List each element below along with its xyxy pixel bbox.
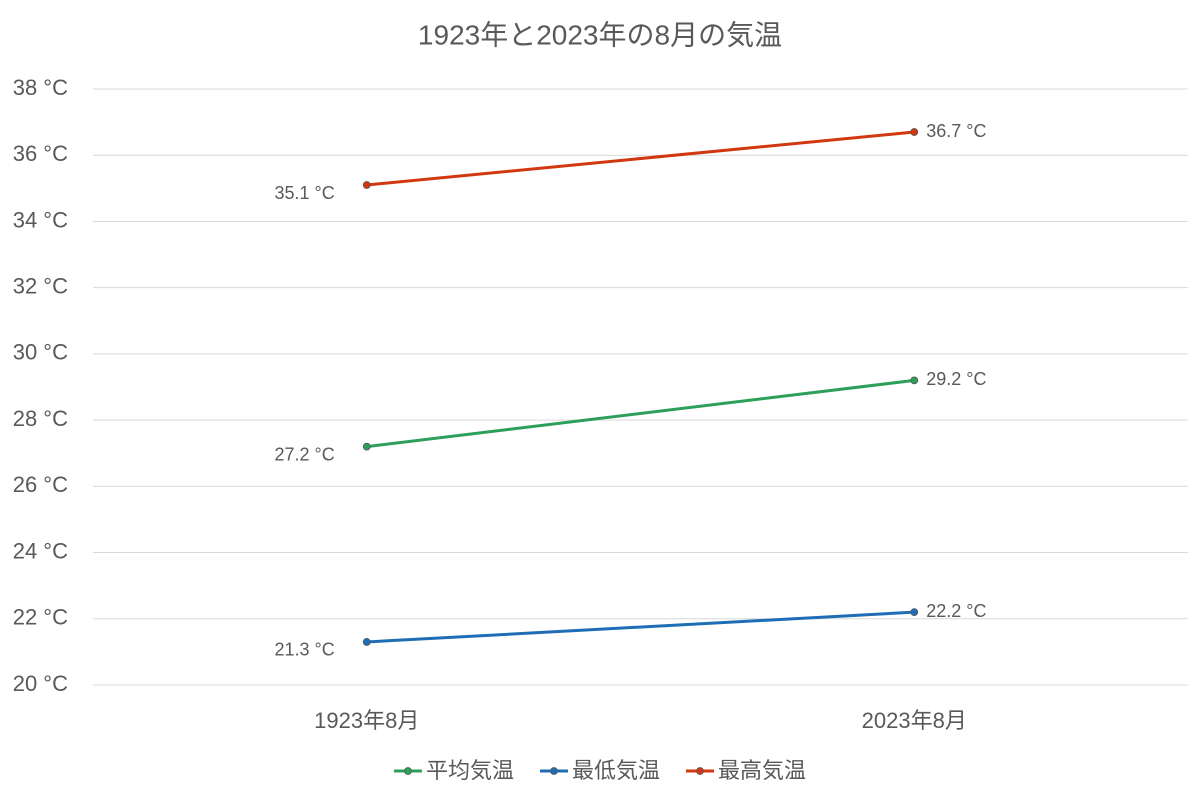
y-tick-label: 22 °C <box>13 605 68 630</box>
data-label: 21.3 °C <box>275 640 335 660</box>
y-tick-label: 30 °C <box>13 340 68 365</box>
legend-marker <box>404 767 412 775</box>
chart-title: 1923年と2023年の8月の気温 <box>418 19 782 50</box>
data-label: 27.2 °C <box>275 444 335 464</box>
y-tick-label: 28 °C <box>13 406 68 431</box>
legend-marker <box>550 767 558 775</box>
marker <box>362 638 371 646</box>
data-label: 22.2 °C <box>926 601 986 621</box>
legend-label: 平均気温 <box>426 758 514 783</box>
legend-label: 最高気温 <box>718 758 806 783</box>
series-line <box>366 378 915 449</box>
legend-marker <box>696 767 704 775</box>
data-label: 36.7 °C <box>926 121 986 141</box>
y-tick-label: 38 °C <box>13 75 68 100</box>
series-line <box>366 610 915 644</box>
y-tick-label: 32 °C <box>13 273 68 298</box>
y-tick-label: 34 °C <box>13 207 68 232</box>
series-line <box>366 130 915 187</box>
marker <box>910 608 919 617</box>
x-tick-label: 1923年8月 <box>314 708 419 733</box>
data-label: 29.2 °C <box>926 369 986 389</box>
marker <box>362 181 371 189</box>
data-label: 35.1 °C <box>275 183 335 203</box>
marker <box>910 376 919 385</box>
y-tick-label: 36 °C <box>13 141 68 166</box>
legend-label: 最低気温 <box>572 758 660 783</box>
y-tick-label: 24 °C <box>13 538 68 563</box>
y-tick-label: 20 °C <box>13 671 68 696</box>
marker <box>362 442 371 451</box>
marker <box>910 128 919 136</box>
x-tick-label: 2023年8月 <box>862 708 967 733</box>
y-tick-label: 26 °C <box>13 472 68 497</box>
